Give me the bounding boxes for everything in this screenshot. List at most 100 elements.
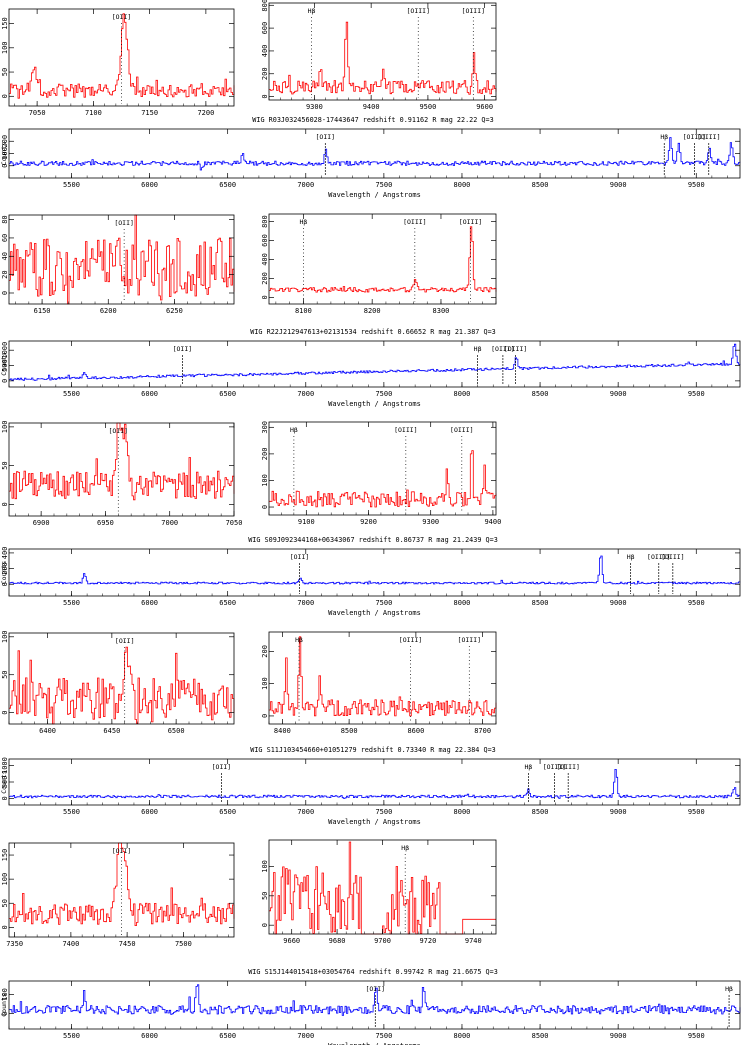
- x-tick-label: 7000: [297, 599, 314, 607]
- axes-frame: [8, 980, 741, 1030]
- y-tick-label: 150: [1, 849, 9, 862]
- x-tick-label: 9700: [374, 937, 391, 945]
- x-tick-label: 8000: [454, 390, 471, 398]
- x-tick-label: 9740: [465, 937, 482, 945]
- full-spectrum-panel: 5500 6000 6500 7000 7500 8000 8500 9000 9500 0 100…: [0, 980, 741, 1045]
- line-label: [OIII]: [459, 218, 482, 226]
- x-tick-label: 9500: [688, 599, 705, 607]
- spectrum-trace: [269, 21, 497, 95]
- axes-frame: [8, 632, 235, 725]
- spectrum-trace: [269, 841, 496, 935]
- x-tick-label: 9000: [610, 390, 627, 398]
- y-tick-label: 100: [261, 860, 269, 873]
- x-tick-label: 9720: [419, 937, 436, 945]
- zoom-right-panel: 9300 9400 9500 9600 0 200 400 600 800 Hβ [OIII] [OI…: [261, 0, 497, 111]
- x-tick-label: 6000: [141, 808, 158, 816]
- y-tick-label: 60: [1, 234, 9, 242]
- x-tick-label: 6450: [103, 727, 120, 735]
- x-tick-label: 8500: [532, 599, 549, 607]
- y-tick-label: 100: [261, 474, 269, 487]
- y-tick-label: 500: [1, 776, 9, 789]
- y-tick-label: 200: [261, 645, 269, 658]
- spectrum-trace: [9, 842, 235, 926]
- y-tick-label: 500: [1, 359, 9, 372]
- line-label: [OIII]: [683, 133, 706, 141]
- spectrum-trace: [9, 343, 741, 381]
- x-tick-label: 6200: [100, 307, 117, 315]
- y-tick-label: 0: [1, 291, 9, 295]
- y-tick-label: 100: [1, 41, 9, 54]
- line-label: [OIII]: [504, 345, 527, 353]
- line-label: [OIII]: [450, 426, 473, 434]
- y-tick-label: 150: [1, 17, 9, 30]
- y-tick-label: 50: [1, 68, 9, 76]
- x-tick-label: 6400: [39, 727, 56, 735]
- x-axis-label: Wavelength / Angstroms: [328, 191, 421, 199]
- spectrum-trace: [9, 769, 740, 799]
- y-tick-label: 0: [1, 582, 9, 586]
- x-tick-label: 9500: [688, 181, 705, 189]
- y-tick-label: 300: [261, 421, 269, 434]
- x-tick-label: 7100: [85, 109, 102, 117]
- y-tick-label: 0: [1, 94, 9, 98]
- line-label: [OII]: [112, 847, 132, 855]
- x-tick-label: 8200: [364, 307, 381, 315]
- x-tick-label: 6500: [219, 390, 236, 398]
- x-tick-label: 8500: [341, 727, 358, 735]
- x-tick-label: 6500: [219, 599, 236, 607]
- x-tick-label: 9400: [363, 103, 380, 111]
- x-tick-label: 8100: [295, 307, 312, 315]
- line-label: [OII]: [316, 133, 336, 141]
- y-tick-label: 600: [261, 234, 269, 247]
- x-tick-label: 9500: [688, 390, 705, 398]
- line-label: Hβ: [299, 218, 307, 226]
- x-tick-label: 7500: [175, 940, 192, 948]
- x-tick-label: 7000: [297, 390, 314, 398]
- axes-frame: [268, 213, 497, 305]
- y-tick-label: 0: [1, 164, 9, 168]
- line-label: Hβ: [524, 763, 532, 771]
- zoom-left-panel: 7050 7100 7150 7200 0 50 100 150 [OII]: [1, 8, 235, 117]
- x-tick-label: 9100: [298, 518, 315, 526]
- x-tick-label: 7000: [297, 808, 314, 816]
- x-tick-label: 7500: [375, 1032, 392, 1040]
- x-tick-label: 6500: [219, 1032, 236, 1040]
- x-tick-label: 5500: [63, 808, 80, 816]
- x-tick-label: 9400: [484, 518, 501, 526]
- x-tick-label: 9500: [688, 808, 705, 816]
- x-tick-label: 8500: [532, 808, 549, 816]
- y-tick-label: 800: [261, 0, 269, 12]
- x-tick-label: 6250: [166, 307, 183, 315]
- y-tick-label: 80: [1, 215, 9, 223]
- y-tick-label: 50: [261, 892, 269, 900]
- spectrum-title: WIG S09J092344168+06343067 redshift 0.86…: [248, 536, 498, 544]
- object-block-1: 7050 7100 7150 7200 0 50 100 150 [OII] 9300 9400 95…: [0, 0, 741, 199]
- full-spectrum-panel: 5500 6000 6500 7000 7500 8000 8500 9000 9500 0 200…: [0, 547, 741, 617]
- spectrum-trace: [9, 137, 741, 171]
- y-axis-label: Counts: [0, 142, 8, 166]
- x-tick-label: 6900: [33, 519, 50, 527]
- line-label: [OIII]: [462, 7, 485, 15]
- x-tick-label: 7000: [297, 181, 314, 189]
- axes-frame: [268, 839, 497, 935]
- y-tick-label: 0: [261, 923, 269, 927]
- line-label: Hβ: [308, 7, 316, 15]
- x-axis-label: Wavelength / Angstroms: [328, 400, 421, 408]
- y-tick-label: 0: [261, 505, 269, 509]
- line-label: [OII]: [212, 763, 232, 771]
- x-tick-label: 7050: [29, 109, 46, 117]
- x-tick-label: 7500: [375, 181, 392, 189]
- zoom-right-panel: 8100 8200 8300 0 200 400 600 800 Hβ [OIII] [OIII]: [261, 213, 497, 315]
- x-tick-label: 6500: [168, 727, 185, 735]
- zoom-right-panel: 9100 9200 9300 9400 0 100 200 300 Hβ [OIII] [OIII]: [261, 421, 501, 526]
- y-tick-label: 400: [261, 45, 269, 58]
- axes-frame: [268, 421, 497, 516]
- zoom-right-panel: 9660 9680 9700 9720 9740 0 50 100 Hβ: [261, 839, 497, 945]
- y-tick-label: 0: [1, 711, 9, 715]
- spectrum-trace: [269, 450, 497, 508]
- line-label: [OII]: [115, 637, 135, 645]
- x-axis-label: Wavelength / Angstroms: [328, 1042, 421, 1045]
- y-tick-label: 0: [1, 379, 9, 383]
- x-tick-label: 7000: [161, 519, 178, 527]
- y-tick-label: 200: [261, 67, 269, 80]
